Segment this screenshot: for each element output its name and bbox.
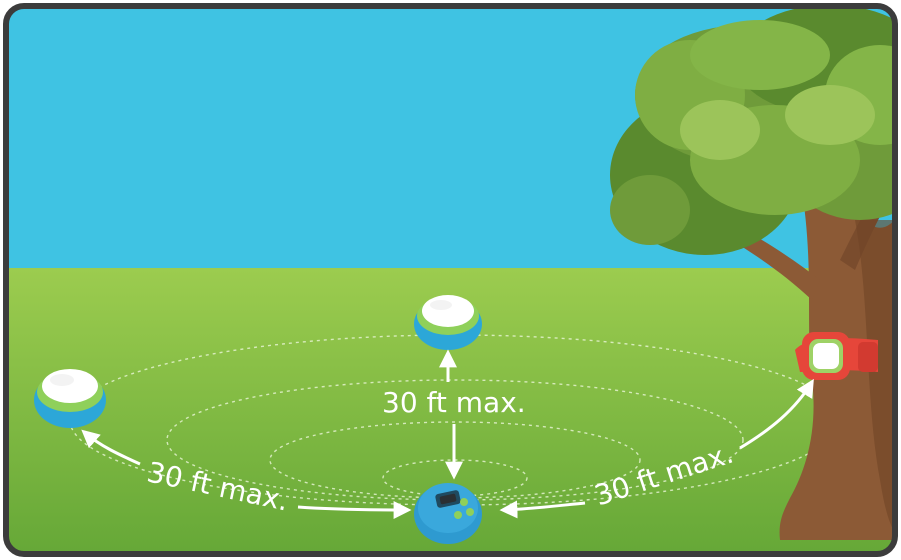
arrow-left-up	[81, 429, 141, 466]
frame-border	[3, 3, 898, 557]
base-hub-icon	[414, 483, 482, 544]
wrist-band-sensor-icon	[795, 332, 878, 380]
tree-icon	[610, 6, 895, 540]
range-label-center: 30 ft max.	[382, 386, 526, 419]
arrow-right-up	[739, 378, 814, 450]
sensor-pod-icon-top	[414, 295, 482, 350]
arrow-right-to-hub	[499, 500, 586, 519]
arrow-left-to-hub	[297, 500, 412, 519]
tree-foliage	[610, 6, 895, 255]
range-ring-inner	[269, 421, 641, 499]
sensor-pod-icon-left	[34, 369, 106, 428]
range-arrows	[81, 349, 814, 519]
